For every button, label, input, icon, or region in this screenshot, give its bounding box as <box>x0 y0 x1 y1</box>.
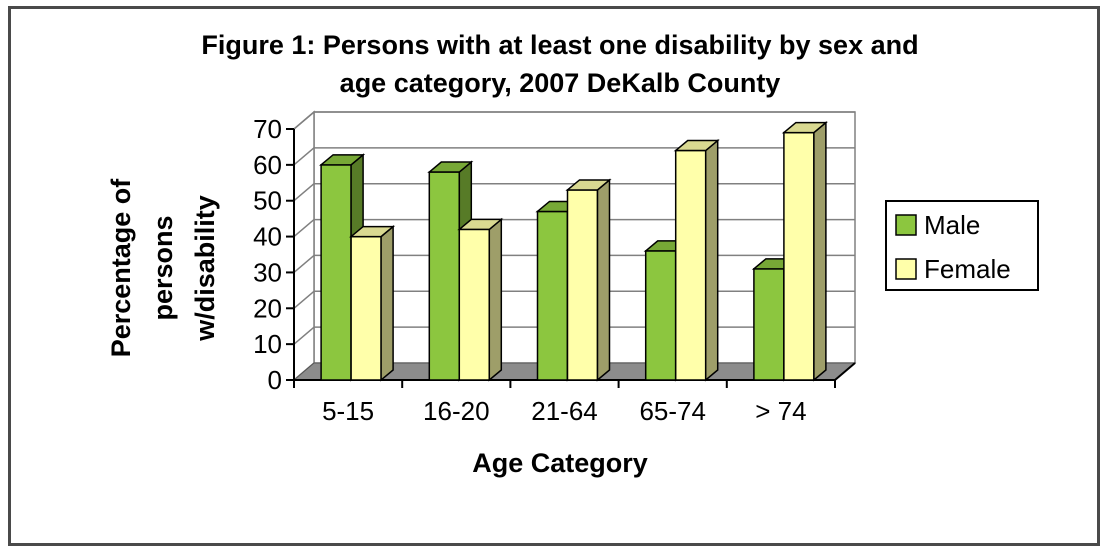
bar-side <box>813 120 827 382</box>
gridline-side <box>293 254 315 274</box>
bar-front <box>566 189 599 381</box>
bar-female-3 <box>673 138 720 382</box>
bar-front <box>458 228 491 381</box>
y-tick-label: 40 <box>253 222 282 252</box>
side-wall <box>293 110 315 382</box>
bar-top <box>673 139 720 152</box>
bar-top <box>349 225 396 238</box>
bar-female-2 <box>565 178 612 382</box>
bar-chart: Figure 1: Persons with at least one disa… <box>106 30 1039 478</box>
bar-female-4 <box>781 120 828 382</box>
y-tick-label: 0 <box>268 365 282 395</box>
bar-female-1 <box>457 217 504 382</box>
bar-front <box>350 235 382 381</box>
gridline-side <box>293 218 315 238</box>
plot-area: 0 10 20 30 40 50 60 70 5-15 16-20 21-64 65-74 > 74 <box>253 110 857 426</box>
y-tick-label: 50 <box>253 186 282 216</box>
x-axis-depth-line <box>834 362 856 381</box>
bar-front <box>753 268 785 381</box>
bar-front <box>644 250 677 381</box>
x-axis-title: Age Category <box>472 448 648 478</box>
y-axis-title-line-3: w/disability <box>190 195 220 342</box>
gridline-side <box>293 111 315 130</box>
bar-top <box>457 218 504 231</box>
x-tick-label: 65-74 <box>639 396 706 426</box>
legend-label-male: Male <box>924 210 980 240</box>
y-axis-title: Percentage of persons w/disability <box>106 178 220 358</box>
bar-side <box>380 224 394 382</box>
x-tick-label: > 74 <box>755 396 806 426</box>
y-tick-label: 20 <box>253 293 282 323</box>
gridline-side <box>293 147 315 166</box>
x-tick-label: 5-15 <box>322 396 374 426</box>
bar-side <box>596 178 611 382</box>
legend-swatch-female <box>895 258 917 280</box>
bar-side <box>704 138 719 382</box>
bar-front <box>783 131 815 381</box>
y-tick-label: 60 <box>253 150 282 180</box>
y-axis-title-line-1: Percentage of <box>106 178 136 358</box>
y-tick-label: 70 <box>253 114 282 144</box>
y-tick-label: 30 <box>253 257 282 287</box>
gridline-side <box>293 183 315 202</box>
bar-front <box>320 164 352 381</box>
y-axis-title-line-2: persons <box>148 215 178 320</box>
chart-title-line-1: Figure 1: Persons with at least one disa… <box>201 30 918 60</box>
bar-top <box>319 154 366 166</box>
legend-swatch-male <box>895 214 917 236</box>
bar-front <box>536 210 569 381</box>
bar-side <box>488 217 503 382</box>
bar-top <box>781 121 828 134</box>
gridline-side <box>293 290 315 309</box>
x-tick-label: 21-64 <box>531 396 598 426</box>
legend-label-female: Female <box>924 254 1011 284</box>
gridline-side <box>293 326 315 345</box>
legend: Male Female <box>885 200 1039 291</box>
bar-top <box>565 179 612 191</box>
chart-title-line-2: age category, 2007 DeKalb County <box>340 68 781 98</box>
bar-front <box>674 149 707 381</box>
bar-top <box>427 161 474 173</box>
bar-female-0 <box>349 224 396 382</box>
bar-front <box>428 171 461 381</box>
x-tick-label: 16-20 <box>423 396 490 426</box>
y-tick-label: 10 <box>253 329 282 359</box>
